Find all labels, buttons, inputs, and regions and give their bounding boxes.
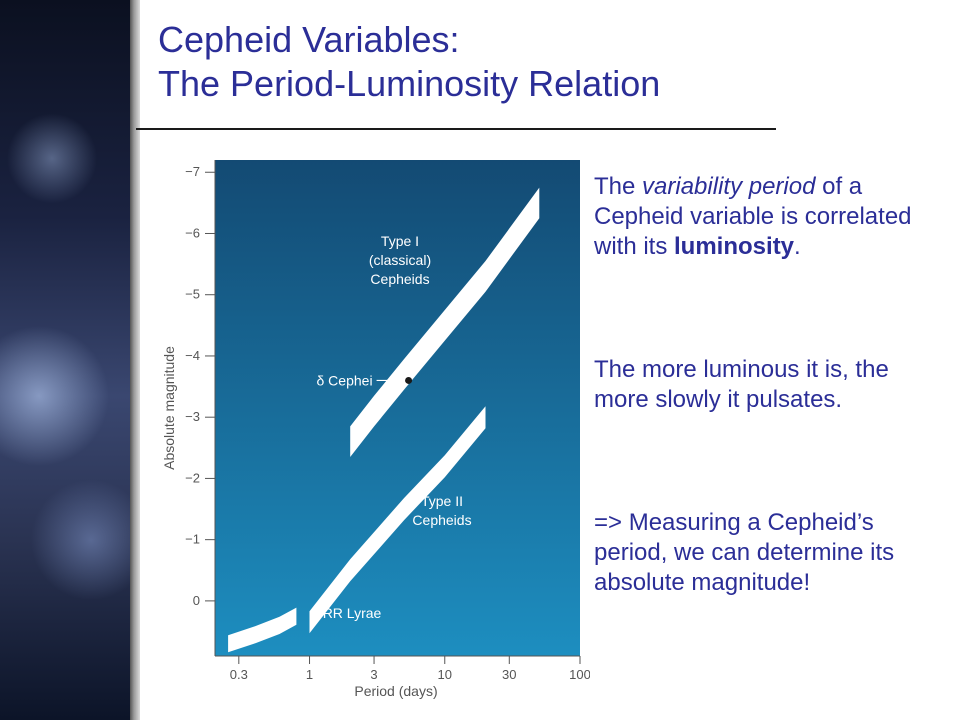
y-tick-label: −2 <box>185 470 200 485</box>
text-block-variability-part5: . <box>794 233 801 260</box>
title-underline <box>136 128 776 130</box>
y-axis-title: Absolute magnitude <box>161 346 177 470</box>
text-block-luminous: The more luminous it is, the more slowly… <box>594 356 889 413</box>
text-block-variability: The variability period of a Cepheid vari… <box>594 172 939 262</box>
delta-cephei-label: δ Cephei <box>317 372 373 388</box>
x-axis-ticks: 0.3 1 3 10 30 100 <box>230 656 590 682</box>
series-band-2 <box>309 406 486 634</box>
y-tick-label: −3 <box>185 409 200 424</box>
series-label-3: RR Lyrae <box>323 605 382 621</box>
x-tick-label: 3 <box>370 667 377 682</box>
y-tick-label: −6 <box>185 225 200 240</box>
y-tick-label: −7 <box>185 164 200 179</box>
x-tick-label: 30 <box>502 667 516 682</box>
series-label-1: (classical) <box>369 252 431 268</box>
series-label-1: Type I <box>381 233 419 249</box>
y-axis-ticks: −7 −6 −5 −4 −3 −2 −1 0 <box>185 164 215 608</box>
series-labels: Type I (classical) Cepheids Type II Cepheids… <box>323 233 472 621</box>
text-emphasis-luminosity: luminosity <box>674 233 795 260</box>
series-bands <box>228 187 540 653</box>
y-tick-label: 0 <box>193 593 200 608</box>
starfield-edge-shadow <box>130 0 140 720</box>
x-tick-label: 100 <box>569 667 590 682</box>
y-tick-label: −4 <box>185 348 200 363</box>
x-tick-label: 10 <box>438 667 452 682</box>
x-tick-label: 0.3 <box>230 667 248 682</box>
text-block-measuring: => Measuring a Cepheid’s period, we can … <box>594 509 895 596</box>
title-line-2: The Period-Luminosity Relation <box>158 63 661 104</box>
slide-title: Cepheid Variables: The Period-Luminosity… <box>158 18 660 106</box>
series-label-2: Type II <box>421 493 463 509</box>
x-axis-title: Period (days) <box>354 683 437 699</box>
x-tick-label: 1 <box>306 667 313 682</box>
period-luminosity-chart: −7 −6 −5 −4 −3 −2 −1 0 0.3 1 3 10 30 100 Type I (clas… <box>161 160 590 699</box>
text-block-variability-part1: The <box>594 173 643 200</box>
series-label-2: Cepheids <box>412 512 471 528</box>
y-tick-label: −1 <box>185 532 200 547</box>
series-band-1 <box>350 187 540 457</box>
series-band-3 <box>228 607 297 653</box>
chart-annotations: δ Cephei <box>317 372 413 388</box>
text-emphasis-variability-period: variability period <box>642 173 816 200</box>
y-tick-label: −5 <box>185 287 200 302</box>
delta-cephei-point <box>405 376 413 384</box>
starfield-background-strip <box>0 0 130 720</box>
text-block-variability-part3: of a Cepheid variable is correlated with… <box>594 173 912 260</box>
title-line-1: Cepheid Variables: <box>158 19 460 60</box>
series-label-1: Cepheids <box>370 271 429 287</box>
